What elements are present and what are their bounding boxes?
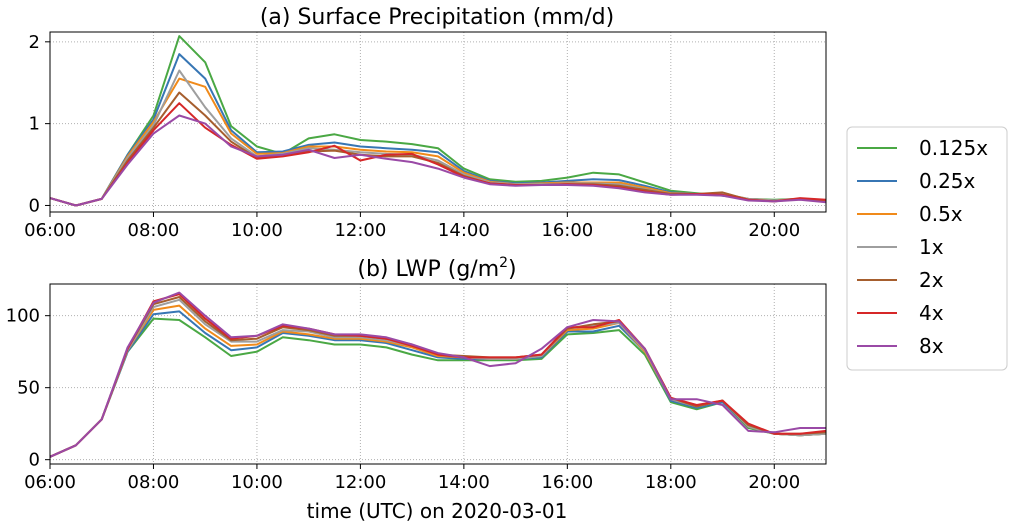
panel-a-series-0p125x xyxy=(49,35,827,207)
panel-b-ytick-label: 0 xyxy=(29,450,40,471)
legend-label-0p25x: 0.25x xyxy=(919,169,976,193)
panel-b-xtick-label: 08:00 xyxy=(128,472,180,493)
legend-label-0p5x: 0.5x xyxy=(919,202,963,226)
panel-a-ytick-label: 0 xyxy=(29,195,40,216)
legend-frame xyxy=(846,126,1008,371)
panel-b-series-8x xyxy=(49,291,826,458)
panel-b-ytick-label: 100 xyxy=(6,306,40,327)
panel-a-xtick-label: 14:00 xyxy=(438,220,490,241)
panel-b-ticks: 06:00 08:00 10:00 12:00 14:00 16:00 18:00 20:00… xyxy=(6,306,801,493)
panel-b-title-suffix: ) xyxy=(508,257,517,282)
panel-b-xtick-label: 16:00 xyxy=(541,472,593,493)
panel-b-xtick-label: 14:00 xyxy=(438,472,490,493)
panel-a-series xyxy=(49,35,827,207)
panel-b-xtick-label: 10:00 xyxy=(231,472,283,493)
panel-b-series-4x xyxy=(49,293,827,458)
legend-label-0p125x: 0.125x xyxy=(919,136,988,160)
panel-b-series-0p25x xyxy=(49,310,827,458)
legend-label-1x: 1x xyxy=(919,235,944,259)
panel-a-ytick-label: 1 xyxy=(29,114,40,135)
panel-a-grid xyxy=(49,32,826,212)
panel-b-series-2x xyxy=(49,296,827,458)
legend-label-8x: 8x xyxy=(919,334,944,358)
panel-a-series-4x xyxy=(49,102,827,207)
panel-b-xtick-label: 18:00 xyxy=(645,472,697,493)
panel-b-xtick-label: 06:00 xyxy=(24,472,76,493)
panel-b-xtick-label: 12:00 xyxy=(334,472,386,493)
panel-a-axes-frame xyxy=(49,31,827,213)
panel-b-series xyxy=(49,291,827,458)
panel-a-xtick-label: 10:00 xyxy=(231,220,283,241)
legend-label-4x: 4x xyxy=(919,301,944,325)
x-axis-label: time (UTC) on 2020-03-01 xyxy=(307,499,568,523)
panel-b-lwp: (b) LWP (g/m2) 06:00 08:00 10:00 12:00 14:00… xyxy=(6,255,827,493)
panel-a-ticks: 06:00 08:00 10:00 12:00 14:00 16:00 18:00 20:00… xyxy=(24,32,800,241)
panel-b-series-0p5x xyxy=(49,304,827,458)
panel-a-xtick-label: 18:00 xyxy=(645,220,697,241)
panel-b-series-1x xyxy=(49,298,827,458)
panel-b-series-0p125x xyxy=(49,317,827,458)
legend-label-2x: 2x xyxy=(919,268,944,292)
legend: 0.125x 0.25x 0.5x 1x 2x 4x 8x xyxy=(846,126,1008,371)
panel-b-grid xyxy=(49,284,826,464)
panel-a-ytick-label: 2 xyxy=(29,32,40,53)
panel-a-title: (a) Surface Precipitation (mm/d) xyxy=(260,5,614,30)
legend-items: 0.125x 0.25x 0.5x 1x 2x 4x 8x xyxy=(857,136,988,358)
panel-a-series-1x xyxy=(49,69,827,207)
panel-b-xtick-label: 20:00 xyxy=(748,472,800,493)
panel-b-title: (b) LWP (g/m2) xyxy=(357,255,516,282)
panel-a-xtick-label: 08:00 xyxy=(128,220,180,241)
panel-b-axes-frame xyxy=(49,283,827,465)
panel-a-xtick-label: 20:00 xyxy=(748,220,800,241)
panel-a-xtick-label: 12:00 xyxy=(334,220,386,241)
panel-a-series-8x xyxy=(49,114,827,207)
panel-b-title-main: (b) LWP (g/m xyxy=(357,257,499,282)
panel-a-surface-precipitation: (a) Surface Precipitation (mm/d) 06:00 08… xyxy=(24,5,827,241)
panel-b-title-superscript: 2 xyxy=(499,255,508,271)
panel-a-xtick-label: 06:00 xyxy=(24,220,76,241)
panel-a-xtick-label: 16:00 xyxy=(541,220,593,241)
panel-b-ytick-label: 50 xyxy=(17,378,40,399)
